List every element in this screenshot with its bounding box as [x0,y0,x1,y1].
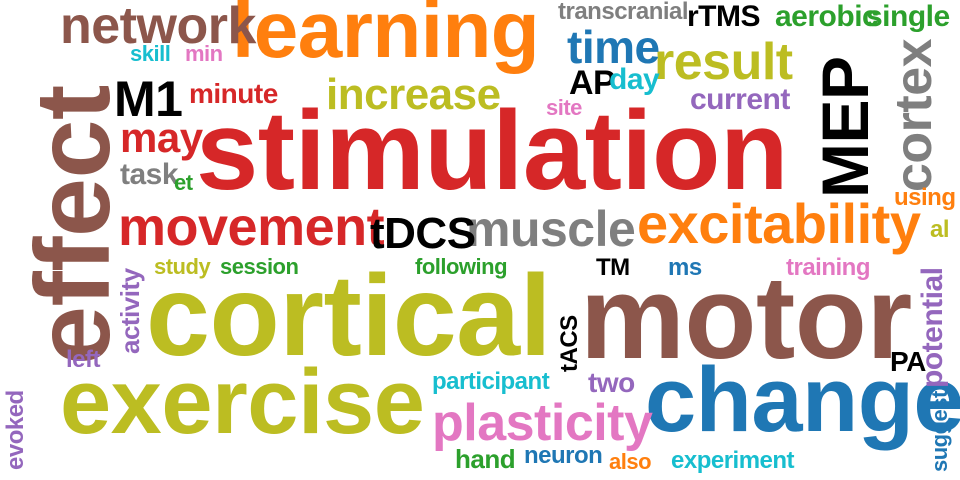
word-result: result [654,33,793,91]
word-network: network [60,0,256,55]
word-following: following [415,254,508,279]
word-rtms: rTMS [687,0,761,33]
word-tdcs: tDCS [370,209,476,258]
word-time: time [567,21,660,73]
word-training: training [786,254,871,281]
word-muscle: muscle [466,201,636,257]
word-experiment: experiment [671,447,795,474]
word-skill: skill [130,41,171,66]
word-plasticity: plasticity [432,394,653,452]
word-left: left [66,346,101,373]
word-ms: ms [668,254,702,281]
word-also: also [609,449,652,474]
word-participant: participant [432,368,550,395]
word-day: day [609,63,660,96]
word-using: using [894,184,956,211]
word-transcranial: transcranial [558,0,689,25]
word-al: al [930,216,950,243]
word-tacs: tACS [556,315,583,372]
word-exercise: exercise [60,351,425,453]
word-suggest: suggest [927,391,952,472]
word-m1: M1 [114,71,183,127]
word-hand: hand [455,444,516,474]
word-neuron: neuron [524,442,603,469]
word-site: site [546,95,582,120]
word-motor: motor [580,252,912,384]
word-cortex: cortex [885,38,943,192]
word-ap: AP [569,64,616,102]
word-stimulation: stimulation [196,88,788,213]
word-change: change [645,349,960,451]
word-movement: movement [118,197,385,257]
word-excitability: excitability [637,192,921,255]
word-learning: learning [232,0,540,74]
word-et: et [174,170,193,195]
word-may: may [120,114,203,161]
word-two: two [588,367,635,398]
word-activity: activity [115,268,145,354]
word-session: session [220,254,299,279]
word-mep: MEP [808,56,882,198]
word-study: study [154,254,211,279]
word-evoked: evoked [2,390,29,470]
word-effect: effect [14,85,132,365]
word-current: current [690,83,790,116]
word-minute: minute [189,78,278,109]
word-min: min [185,41,223,66]
word-pa: PA [890,346,926,377]
word-increase: increase [326,70,501,119]
word-single: single [866,0,950,33]
word-cortical: cortical [146,252,552,380]
word-aerobic: aerobic [775,0,879,33]
word-tm: TM [596,254,630,281]
word-task: task [120,158,179,191]
